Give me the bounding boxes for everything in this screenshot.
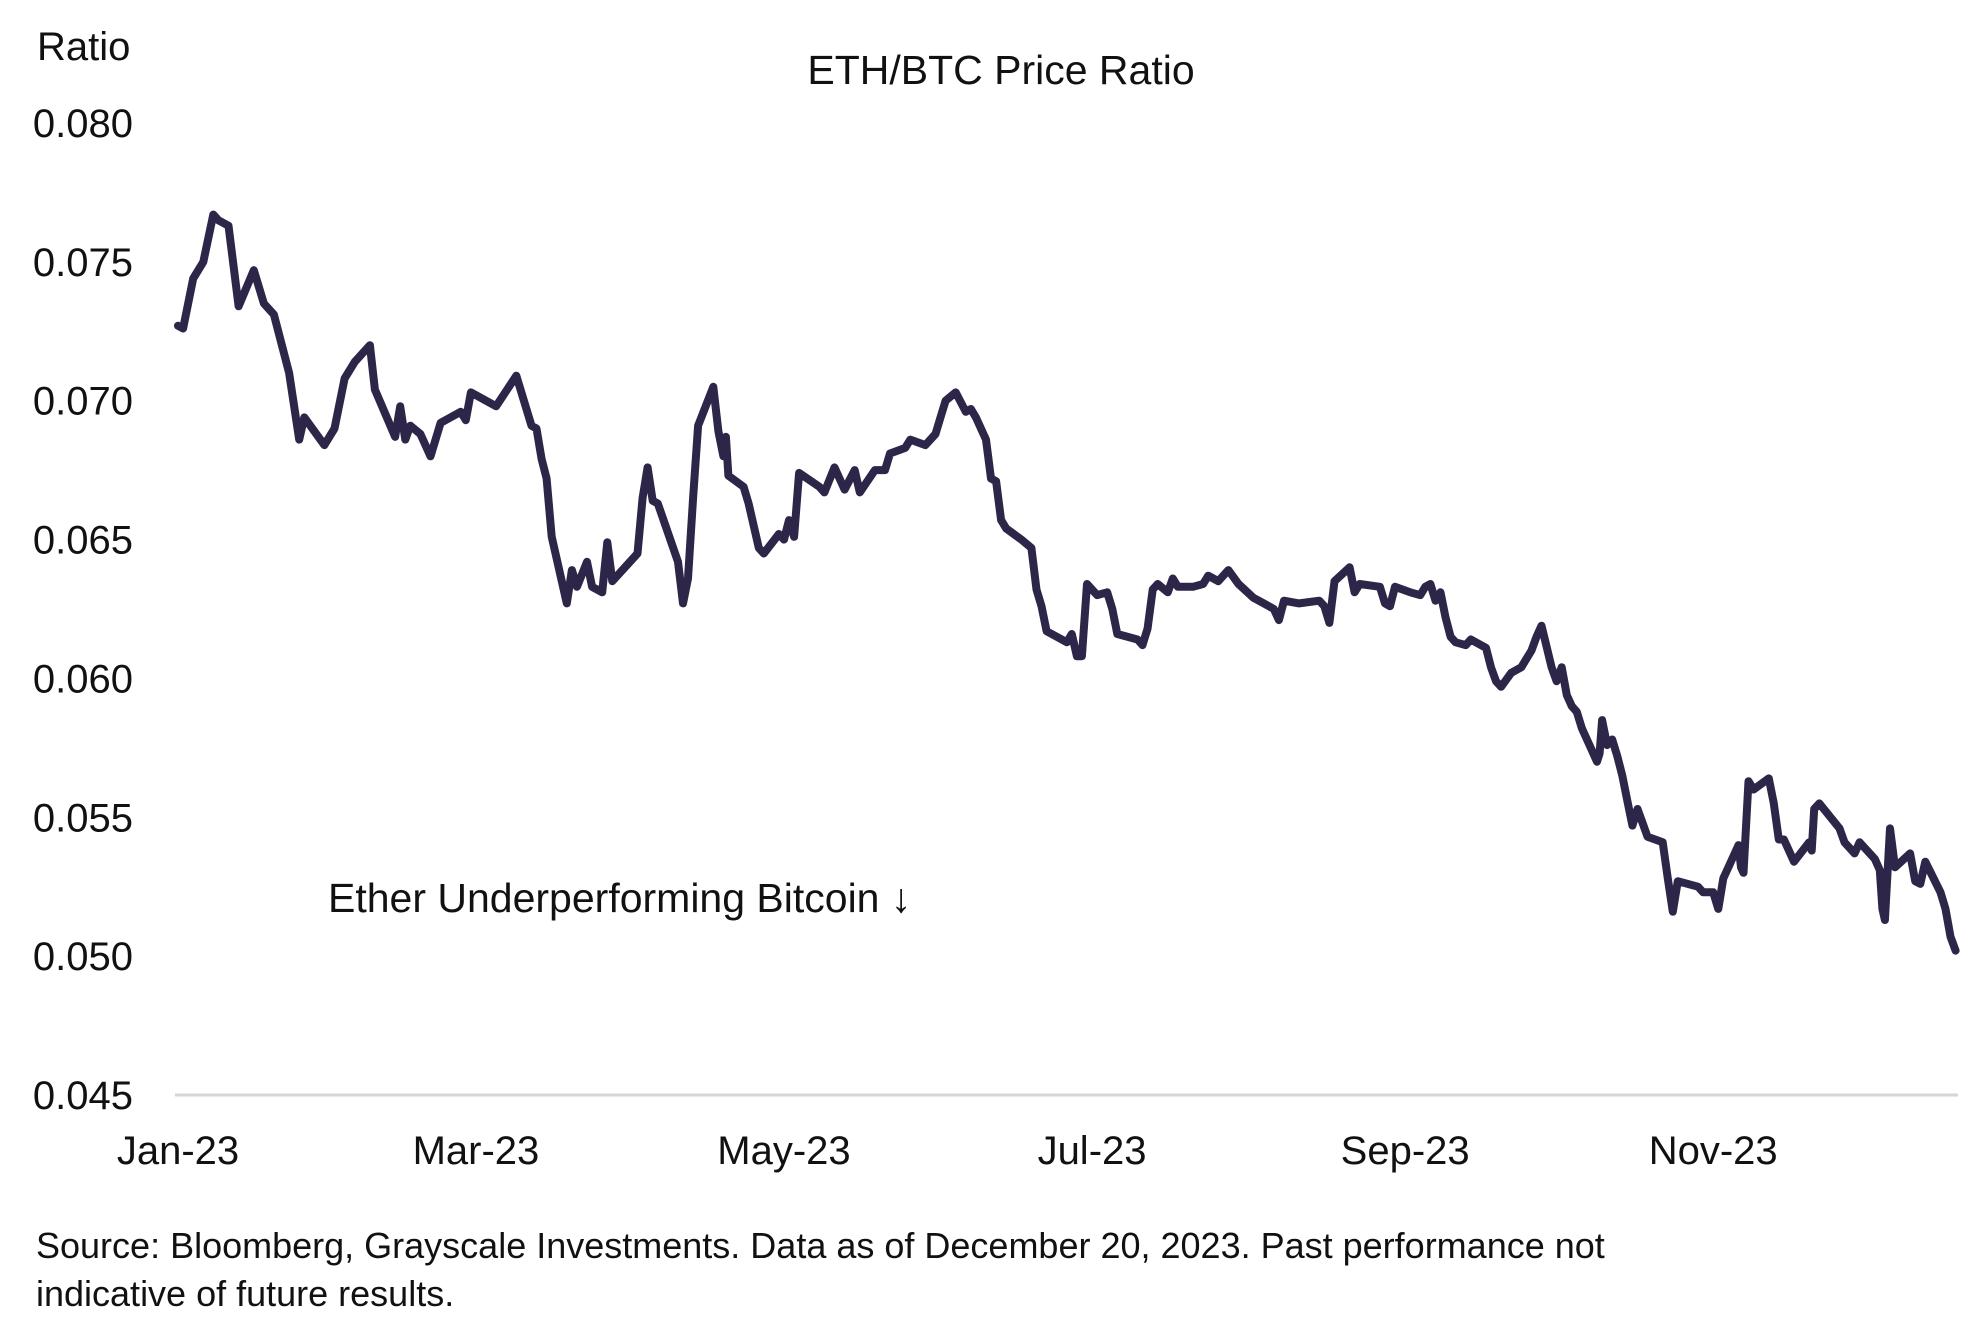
y-axis-label: Ratio xyxy=(37,25,130,69)
source-note: Source: Bloomberg, Grayscale Investments… xyxy=(36,1222,1936,1318)
y-tick-label: 0.050 xyxy=(33,935,133,979)
x-tick-label: May-23 xyxy=(717,1129,850,1173)
x-tick-label: Mar-23 xyxy=(413,1129,540,1173)
y-tick-label: 0.045 xyxy=(33,1074,133,1118)
y-tick-label: 0.075 xyxy=(33,241,133,285)
source-line-1: Source: Bloomberg, Grayscale Investments… xyxy=(36,1225,1605,1266)
chart-annotation: Ether Underperforming Bitcoin ↓ xyxy=(328,875,911,921)
y-tick-label: 0.080 xyxy=(33,102,133,146)
source-line-2: indicative of future results. xyxy=(36,1273,455,1314)
chart-title: ETH/BTC Price Ratio xyxy=(807,47,1194,93)
y-tick-label: 0.060 xyxy=(33,657,133,701)
x-tick-label: Sep-23 xyxy=(1341,1129,1470,1173)
y-tick-label: 0.055 xyxy=(33,796,133,840)
y-tick-label: 0.065 xyxy=(33,519,133,563)
x-tick-label: Nov-23 xyxy=(1649,1129,1778,1173)
y-tick-label: 0.070 xyxy=(33,380,133,424)
x-tick-label: Jul-23 xyxy=(1038,1129,1147,1173)
x-tick-label: Jan-23 xyxy=(117,1129,239,1173)
eth-btc-ratio-line xyxy=(174,210,1960,955)
